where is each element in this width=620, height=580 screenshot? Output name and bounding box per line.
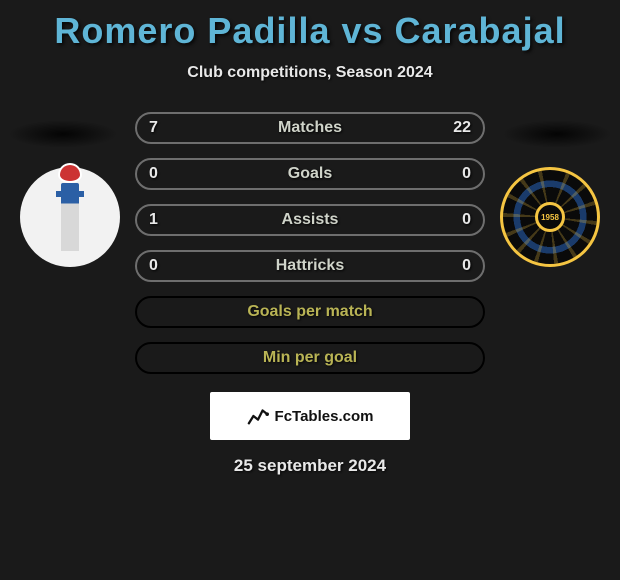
comparison-title: Romero Padilla vs Carabajal [0,0,620,52]
comparison-body: 1958 7 Matches 22 0 Goals 0 1 Assists 0 0 Hattrick… [0,112,620,476]
crest-left-badge [58,163,82,183]
stat-value-left: 0 [149,257,158,275]
stat-label: Assists [282,211,339,229]
stat-label: Goals [288,165,332,183]
stat-value-left: 0 [149,165,158,183]
snapshot-date: 25 september 2024 [0,456,620,476]
fctables-logo-icon [247,405,269,427]
crest-right-center: 1958 [535,202,565,232]
stat-value-right: 0 [462,165,471,183]
player-shadow-right [502,120,612,148]
stat-label: Min per goal [263,349,357,367]
club-crest-left [20,167,120,267]
stat-value-right: 22 [453,119,471,137]
stat-row-min-per-goal: Min per goal [135,342,485,374]
club-crest-right: 1958 [500,167,600,267]
branding-text: FcTables.com [275,408,374,425]
stat-value-right: 0 [462,257,471,275]
stat-row-assists: 1 Assists 0 [135,204,485,236]
branding-badge[interactable]: FcTables.com [210,392,410,440]
stat-label: Hattricks [276,257,344,275]
crest-left-cross [56,191,84,197]
stat-value-left: 1 [149,211,158,229]
stat-row-matches: 7 Matches 22 [135,112,485,144]
crest-left-shape [61,183,79,251]
stats-rows-container: 7 Matches 22 0 Goals 0 1 Assists 0 0 Hattricks 0 Goa… [135,112,485,374]
stat-value-left: 7 [149,119,158,137]
player-shadow-left [8,120,118,148]
stat-row-hattricks: 0 Hattricks 0 [135,250,485,282]
stat-label: Goals per match [247,303,372,321]
comparison-subtitle: Club competitions, Season 2024 [0,64,620,82]
stat-value-right: 0 [462,211,471,229]
stat-label: Matches [278,119,342,137]
stat-row-goals: 0 Goals 0 [135,158,485,190]
stat-row-goals-per-match: Goals per match [135,296,485,328]
